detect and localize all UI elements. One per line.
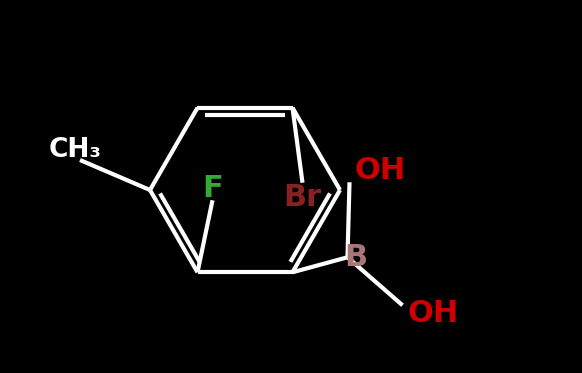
Text: OH: OH [407, 299, 459, 328]
Text: B: B [344, 243, 367, 272]
Text: F: F [202, 174, 223, 203]
Text: OH: OH [354, 156, 406, 185]
Text: CH₃: CH₃ [48, 137, 101, 163]
Text: Br: Br [283, 183, 322, 212]
